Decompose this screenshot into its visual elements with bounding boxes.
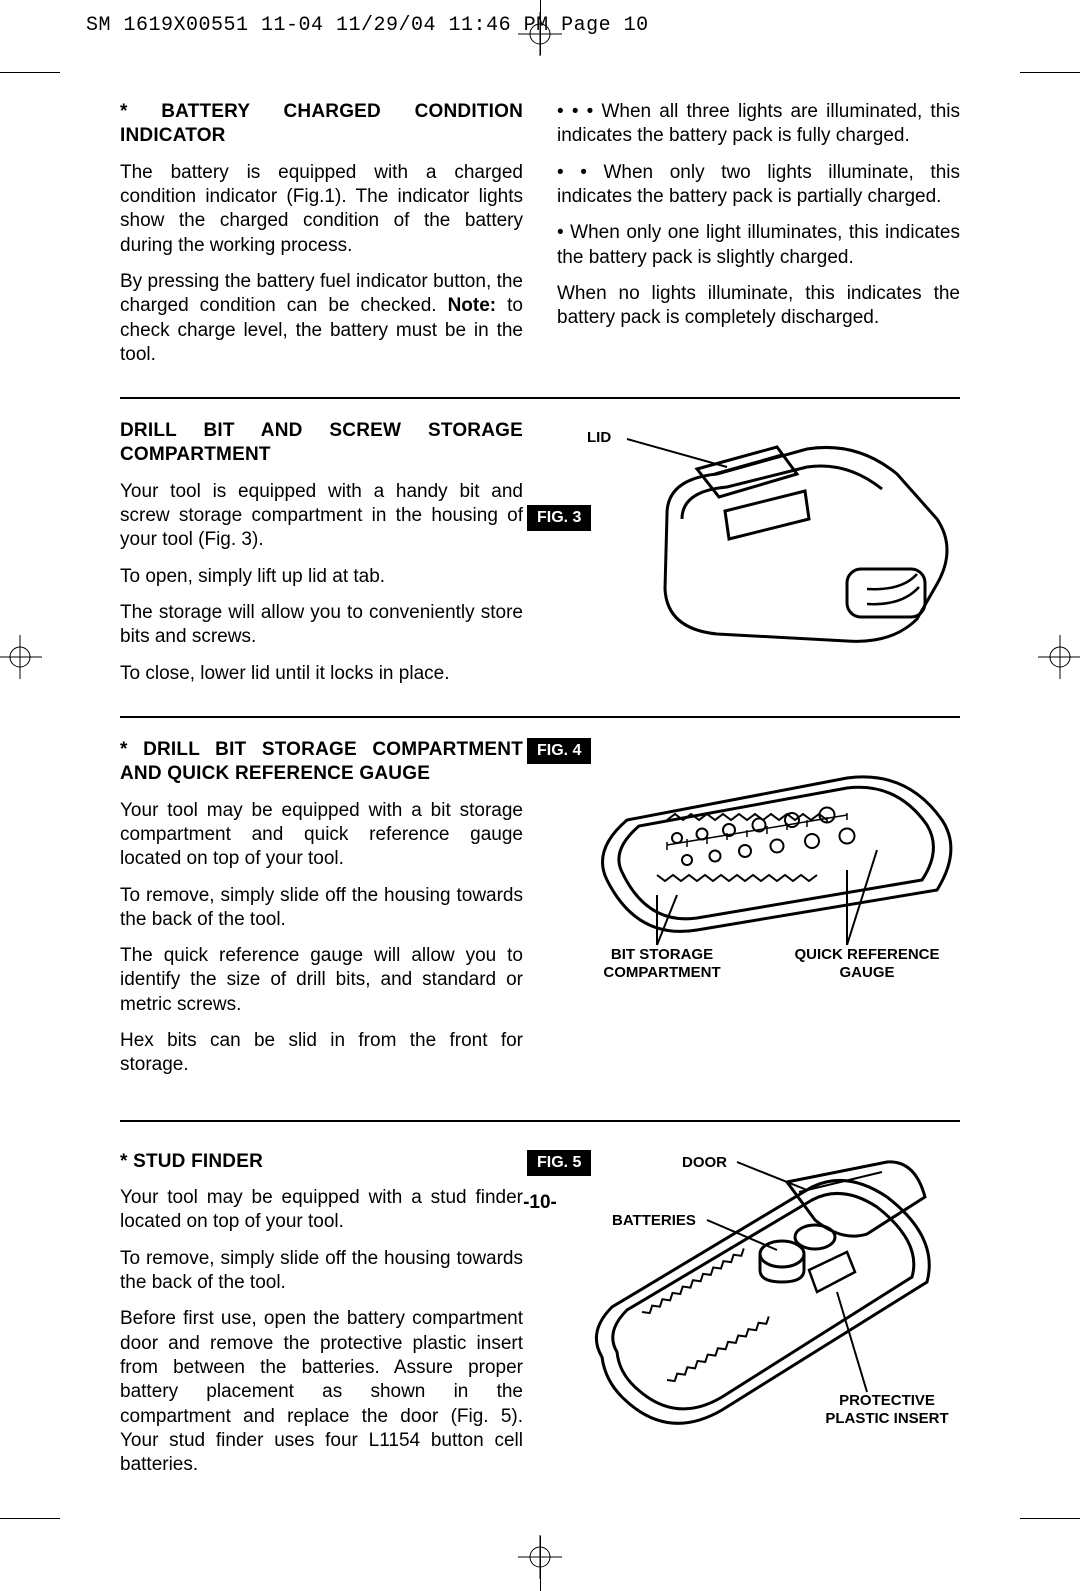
figure-3: LID FIG. 3 xyxy=(547,419,960,649)
body-text: When no lights illuminate, this indicate… xyxy=(557,282,960,331)
body-text: Your tool may be equipped with a bit sto… xyxy=(120,799,523,872)
figure-4: FIG. 4 xyxy=(547,738,960,998)
figure-5: FIG. 5 DOOR BATTERIES PROTECTIVE PLASTIC… xyxy=(547,1142,960,1442)
body-text: • When only one light illuminates, this … xyxy=(557,221,960,270)
registration-mark xyxy=(518,12,562,56)
body-text: The battery is equipped with a charged c… xyxy=(120,161,523,258)
section-bit-storage: DRILL BIT AND SCREW STORAGE COMPARTMENT … xyxy=(120,419,960,698)
body-text: The storage will allow you to convenient… xyxy=(120,601,523,650)
heading: DRILL BIT AND SCREW STORAGE COMPARTMENT xyxy=(120,419,523,468)
section-battery-indicator: * BATTERY CHARGED CONDITION INDICATOR Th… xyxy=(120,100,960,379)
registration-mark xyxy=(1038,635,1080,679)
text-col: * DRILL BIT STORAGE COMPARTMENT AND QUIC… xyxy=(120,738,523,1090)
illustration-battery-pack xyxy=(547,419,967,649)
col-left: * BATTERY CHARGED CONDITION INDICATOR Th… xyxy=(120,100,523,379)
body-text: Hex bits can be slid in from the front f… xyxy=(120,1029,523,1078)
col-right: • • • When all three lights are illumina… xyxy=(557,100,960,379)
body-text: • • When only two lights illuminate, thi… xyxy=(557,161,960,210)
heading: * DRILL BIT STORAGE COMPARTMENT AND QUIC… xyxy=(120,738,523,787)
body-text: To remove, simply slide off the housing … xyxy=(120,1247,523,1296)
body-text: Before first use, open the battery compa… xyxy=(120,1307,523,1477)
crop-mark xyxy=(0,72,60,73)
body-text: To open, simply lift up lid at tab. xyxy=(120,565,523,589)
page-number: -10- xyxy=(120,1192,960,1214)
crop-mark xyxy=(0,1518,60,1519)
body-text: To close, lower lid until it locks in pl… xyxy=(120,662,523,686)
illustration-stud-finder xyxy=(547,1142,967,1442)
label-qrg: QUICK REFERENCE GAUGE xyxy=(777,946,957,982)
body-text: By pressing the battery fuel indicator b… xyxy=(120,270,523,367)
label-bit-storage: BIT STORAGE COMPARTMENT xyxy=(577,946,747,982)
divider xyxy=(120,1120,960,1122)
crop-mark xyxy=(1020,1518,1080,1519)
body-text: • • • When all three lights are illumina… xyxy=(557,100,960,149)
heading: * STUD FINDER xyxy=(120,1150,523,1174)
body-text: To remove, simply slide off the housing … xyxy=(120,884,523,933)
text-col: DRILL BIT AND SCREW STORAGE COMPARTMENT … xyxy=(120,419,523,698)
divider xyxy=(120,716,960,718)
crop-mark xyxy=(1020,72,1080,73)
body-text: Your tool is equipped with a handy bit a… xyxy=(120,480,523,553)
registration-mark xyxy=(518,1535,562,1579)
page-content: * BATTERY CHARGED CONDITION INDICATOR Th… xyxy=(120,100,960,1489)
section-quick-ref: * DRILL BIT STORAGE COMPARTMENT AND QUIC… xyxy=(120,738,960,1090)
body-text: The quick reference gauge will allow you… xyxy=(120,944,523,1017)
text-bold: Note: xyxy=(448,295,497,316)
divider xyxy=(120,397,960,399)
registration-mark xyxy=(0,635,42,679)
illustration-gauge xyxy=(547,750,967,960)
heading-battery: * BATTERY CHARGED CONDITION INDICATOR xyxy=(120,100,523,149)
print-header: SM 1619X00551 11-04 11/29/04 11:46 PM Pa… xyxy=(86,14,649,37)
